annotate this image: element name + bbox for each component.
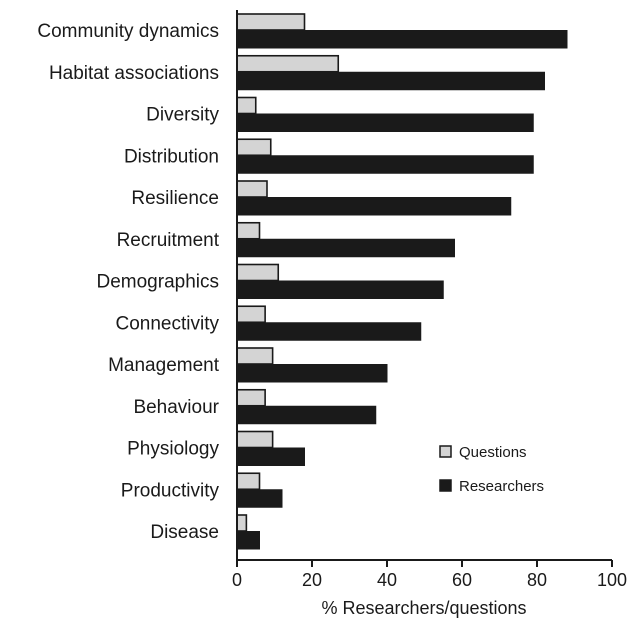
bar-researchers (236, 364, 388, 383)
legend-label-researchers: Researchers (459, 478, 544, 495)
bar-researchers (236, 71, 545, 91)
bars (236, 13, 568, 550)
category-label: Management (108, 355, 220, 376)
x-tick-label: 40 (377, 570, 397, 590)
category-label: Habitat associations (49, 63, 219, 84)
bar-researchers (236, 280, 444, 299)
x-tick-label: 60 (452, 570, 472, 590)
bar-questions (236, 96, 257, 115)
bar-questions (236, 263, 280, 282)
x-tick-label: 80 (527, 570, 547, 590)
legend-label-questions: Questions (459, 444, 527, 461)
x-tick-label: 0 (232, 570, 242, 590)
category-label: Recruitment (117, 230, 220, 251)
x-axis-ticks: 0 20 40 60 80 100 (232, 560, 627, 590)
bar-researchers (236, 238, 455, 258)
category-label: Diversity (146, 105, 219, 126)
bar-questions (236, 472, 261, 491)
bar-questions (236, 54, 340, 73)
bar-researchers (236, 489, 283, 508)
bar-questions (236, 347, 274, 365)
legend: Questions Researchers (439, 444, 544, 495)
legend-swatch-questions (439, 445, 452, 458)
category-labels: Community dynamics Habitat associations Di… (37, 21, 219, 543)
category-label: Demographics (97, 272, 220, 293)
category-label: Connectivity (116, 313, 220, 334)
legend-swatch-researchers (439, 479, 452, 492)
category-label: Physiology (127, 439, 219, 460)
category-label: Productivity (121, 480, 220, 501)
bar-questions (236, 430, 274, 449)
bar-researchers (236, 113, 534, 132)
category-label: Community dynamics (37, 21, 219, 42)
bar-researchers (236, 531, 260, 550)
category-label: Disease (150, 522, 219, 543)
bar-researchers (236, 322, 422, 341)
category-label: Behaviour (133, 397, 219, 418)
bar-questions (236, 180, 268, 198)
bar-questions (236, 305, 266, 324)
x-axis-title: % Researchers/questions (321, 598, 526, 618)
bar-researchers (236, 447, 305, 466)
bar-researchers (236, 405, 377, 425)
bar-questions (236, 388, 266, 407)
x-tick-label: 100 (597, 570, 627, 590)
bar-researchers (236, 155, 534, 174)
category-label: Distribution (124, 146, 219, 167)
x-tick-label: 20 (302, 570, 322, 590)
bar-questions (236, 514, 248, 532)
bar-questions (236, 13, 306, 31)
bar-questions (236, 138, 272, 157)
category-label: Resilience (131, 188, 219, 209)
bar-questions (236, 221, 261, 240)
bar-researchers (236, 197, 512, 216)
bar-researchers (236, 30, 568, 49)
